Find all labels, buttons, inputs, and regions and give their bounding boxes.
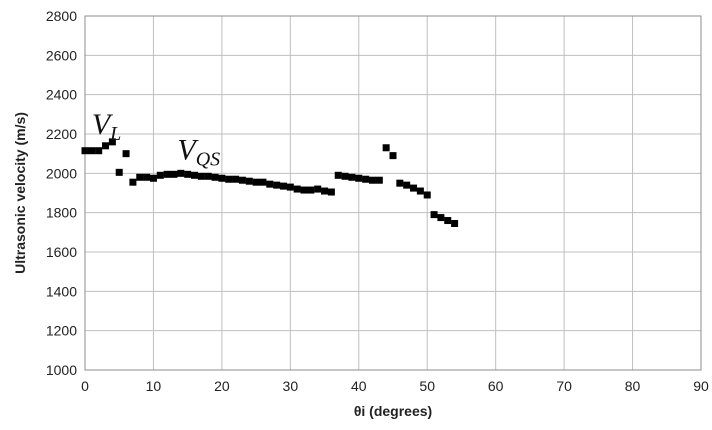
y-tick-label: 1200 <box>46 323 77 339</box>
data-point <box>136 173 144 181</box>
data-point <box>348 173 356 181</box>
data-point <box>191 171 199 179</box>
annotation-main: V <box>92 108 114 141</box>
data-point <box>108 138 116 146</box>
data-point <box>259 178 267 186</box>
data-point <box>300 186 308 194</box>
data-point <box>245 177 253 185</box>
y-axis-title: Ultrasonic velocity (m/s) <box>12 112 28 274</box>
data-point <box>430 211 438 219</box>
data-point <box>266 180 274 188</box>
data-point <box>143 173 151 181</box>
data-point <box>163 170 171 178</box>
data-point <box>437 214 445 222</box>
y-tick-label: 2600 <box>46 47 77 63</box>
data-point <box>273 181 281 189</box>
data-point <box>334 171 342 179</box>
y-tick-labels: 1000 1200 1400 1600 1800 2000 2200 2400 2600 2800 <box>46 8 77 378</box>
y-tick-label: 2800 <box>46 8 77 24</box>
data-points <box>81 138 459 227</box>
data-point <box>218 174 226 182</box>
annotation-subscript: QS <box>196 149 220 171</box>
data-point <box>423 191 431 199</box>
data-point <box>279 182 287 190</box>
data-point <box>403 181 411 189</box>
data-point <box>307 186 315 194</box>
data-point <box>238 176 246 184</box>
data-point <box>451 219 459 227</box>
data-point <box>416 187 424 195</box>
x-tick-labels: 0 10 20 30 40 50 60 70 80 90 <box>81 378 709 394</box>
x-axis-title: θi (degrees) <box>354 403 432 419</box>
x-tick-label: 60 <box>488 378 504 394</box>
data-point <box>444 217 452 225</box>
data-point <box>410 184 418 192</box>
y-tick-label: 1800 <box>46 205 77 221</box>
x-tick-label: 70 <box>556 378 572 394</box>
data-point <box>389 152 397 160</box>
data-point <box>314 185 322 193</box>
data-point <box>156 171 164 179</box>
data-point <box>197 172 205 180</box>
y-tick-label: 1000 <box>46 362 77 378</box>
x-tick-label: 40 <box>351 378 367 394</box>
data-point <box>368 176 376 184</box>
y-tick-label: 1600 <box>46 244 77 260</box>
data-point <box>184 170 192 178</box>
data-point <box>232 175 240 183</box>
data-point <box>211 173 219 181</box>
annotation-subscript: L <box>109 123 121 145</box>
data-point <box>149 174 157 182</box>
x-tick-label: 0 <box>81 378 89 394</box>
data-point <box>321 187 329 195</box>
data-point <box>327 188 335 196</box>
y-tick-label: 1400 <box>46 283 77 299</box>
data-point <box>170 170 178 178</box>
x-tick-label: 20 <box>214 378 230 394</box>
annotation-label: VQS <box>177 134 220 171</box>
data-point <box>95 147 103 155</box>
y-tick-label: 2000 <box>46 165 77 181</box>
x-tick-label: 80 <box>625 378 641 394</box>
data-point <box>102 142 110 150</box>
data-point <box>355 174 363 182</box>
data-point <box>286 183 294 191</box>
x-tick-label: 30 <box>283 378 299 394</box>
x-tick-label: 50 <box>419 378 435 394</box>
data-point <box>382 144 390 152</box>
annotation-main: V <box>177 134 199 167</box>
data-point <box>115 168 123 176</box>
annotation-label: VL <box>92 108 121 145</box>
data-point <box>375 176 383 184</box>
annotations: VL VQS <box>92 108 220 171</box>
data-point <box>225 175 233 183</box>
plot-area-border <box>84 15 702 371</box>
data-point <box>129 178 137 186</box>
data-point <box>293 185 301 193</box>
data-point <box>362 175 370 183</box>
x-tick-label: 90 <box>693 378 709 394</box>
data-point <box>122 150 130 158</box>
data-point <box>341 172 349 180</box>
data-point <box>88 147 96 155</box>
data-point <box>177 169 185 177</box>
x-tick-label: 10 <box>146 378 162 394</box>
data-point <box>396 179 404 187</box>
y-tick-label: 2200 <box>46 126 77 142</box>
data-point <box>81 147 89 155</box>
y-tick-label: 2400 <box>46 87 77 103</box>
data-point <box>204 172 212 180</box>
data-point <box>252 178 260 186</box>
